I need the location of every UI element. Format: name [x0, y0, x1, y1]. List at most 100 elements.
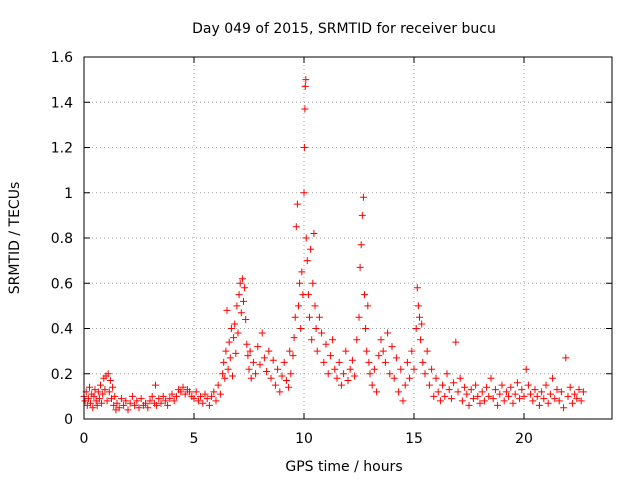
data-point [538, 388, 546, 396]
data-point [496, 390, 504, 398]
data-point [230, 334, 238, 342]
data-point [223, 306, 231, 314]
data-point [355, 313, 363, 321]
data-point [324, 370, 332, 378]
data-point [320, 358, 328, 366]
data-point [544, 399, 552, 407]
data-point [186, 388, 194, 396]
data-point [366, 370, 374, 378]
data-point [205, 401, 213, 409]
data-point [498, 381, 506, 389]
data-point [236, 279, 244, 287]
data-point [529, 397, 537, 405]
data-point [516, 395, 524, 403]
data-point [331, 365, 339, 373]
data-point [157, 399, 165, 407]
data-point [105, 388, 113, 396]
x-tick-label: 20 [515, 431, 533, 447]
data-point [395, 388, 403, 396]
data-point [310, 230, 318, 237]
data-point [300, 144, 308, 151]
data-point [318, 329, 326, 337]
data-point [579, 388, 587, 396]
x-axis-label: GPS time / hours [285, 459, 402, 475]
data-point [166, 395, 174, 403]
data-point [235, 291, 243, 299]
data-point [229, 372, 236, 380]
data-point [276, 388, 284, 396]
data-point [445, 386, 453, 394]
data-point [421, 370, 429, 378]
data-point [373, 388, 381, 396]
data-point [357, 241, 365, 249]
data-point [571, 390, 579, 398]
data-point [86, 383, 93, 391]
data-point [155, 395, 163, 403]
data-point [126, 399, 134, 407]
data-point [472, 381, 480, 389]
data-point [312, 325, 320, 332]
data-point [423, 347, 431, 355]
data-point [377, 336, 385, 344]
data-point [487, 374, 495, 382]
data-point [265, 347, 273, 355]
data-point [375, 352, 383, 360]
data-point [549, 374, 557, 382]
data-point [489, 395, 497, 403]
data-point [177, 388, 185, 396]
data-point [306, 313, 313, 321]
data-point [263, 368, 271, 375]
data-point [292, 223, 300, 231]
data-point [252, 370, 260, 378]
data-point [303, 257, 311, 265]
data-point [564, 392, 572, 400]
axis-ticks: 0 0.2 0.4 0.6 0.8 1 1.2 1.4 1.6 0 5 10 15 20 [51, 50, 612, 447]
y-tick-label: 0.8 [51, 231, 73, 247]
data-point [274, 365, 282, 373]
data-point [95, 395, 103, 403]
data-point [222, 347, 230, 355]
data-point [348, 356, 356, 364]
data-point [172, 392, 180, 400]
data-point [333, 374, 341, 382]
data-point [406, 374, 414, 382]
data-point [269, 356, 277, 364]
data-point [450, 379, 458, 387]
data-point [309, 279, 317, 287]
data-point [560, 404, 568, 412]
data-point [403, 358, 411, 366]
data-point [115, 404, 123, 412]
data-point [302, 76, 310, 84]
data-point [164, 401, 172, 409]
y-tick-label: 0 [64, 412, 73, 428]
data-point [278, 372, 286, 380]
data-point [152, 381, 159, 389]
x-tick-label: 5 [190, 431, 199, 447]
data-point [290, 334, 298, 342]
data-point [291, 313, 299, 321]
data-point [137, 395, 145, 403]
data-point [224, 365, 232, 373]
data-point [227, 325, 235, 332]
data-point [106, 377, 114, 384]
data-point [221, 374, 229, 382]
data-point [101, 386, 109, 394]
y-tick-label: 1 [64, 186, 73, 202]
data-point [84, 395, 92, 403]
data-point [153, 401, 161, 409]
data-point [111, 392, 119, 400]
data-point [308, 336, 316, 344]
data-point [379, 347, 387, 355]
data-point [553, 386, 561, 394]
data-point [454, 388, 462, 396]
data-point [311, 302, 319, 310]
data-point [390, 374, 398, 382]
data-point [210, 388, 218, 396]
data-point [467, 386, 475, 394]
data-point [551, 395, 559, 403]
data-point [109, 383, 117, 391]
data-point [494, 401, 502, 409]
data-point [226, 354, 234, 362]
data-point [441, 392, 449, 400]
